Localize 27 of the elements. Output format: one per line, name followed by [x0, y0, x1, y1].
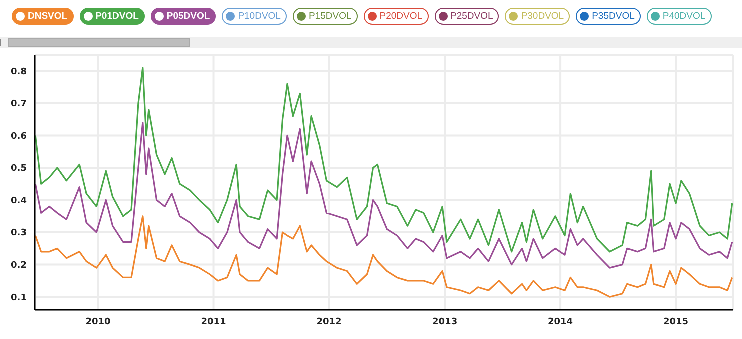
x-tick-label: 2012 — [316, 317, 342, 328]
y-tick-label: 0.5 — [11, 164, 27, 174]
legend-label: P40DVOL — [662, 11, 706, 22]
legend-label: P35DVOL — [592, 11, 635, 22]
y-tick-label: 0.3 — [11, 228, 27, 239]
y-tick-label: 0.8 — [11, 67, 27, 78]
legend-label: P15DVOL — [308, 11, 352, 22]
x-tick-label: 2013 — [432, 317, 458, 328]
line-series — [35, 122, 733, 269]
y-tick-label: 0.1 — [11, 293, 27, 304]
legend-label: P20DVOL — [380, 11, 423, 22]
line-series — [35, 216, 733, 298]
text: DNSVOL — [28, 11, 68, 22]
line-series — [35, 67, 733, 253]
x-tick-label: 2011 — [201, 317, 226, 328]
x-tick-label: 2010 — [86, 317, 111, 328]
legend-label: P10DVOL — [238, 11, 281, 22]
text: P01DVOL — [96, 11, 139, 22]
legend-label: P30DVOL — [521, 11, 564, 22]
y-tick-label: 0.2 — [11, 261, 27, 272]
y-tick-label: 0.7 — [11, 100, 27, 110]
legend-label: P25DVOL — [450, 11, 494, 22]
y-tick-label: 0.6 — [11, 132, 27, 142]
y-tick-label: 0.4 — [11, 196, 27, 206]
text: P05DVOL — [166, 11, 210, 22]
x-tick-label: 2015 — [664, 317, 689, 328]
x-tick-label: 2014 — [548, 317, 574, 328]
